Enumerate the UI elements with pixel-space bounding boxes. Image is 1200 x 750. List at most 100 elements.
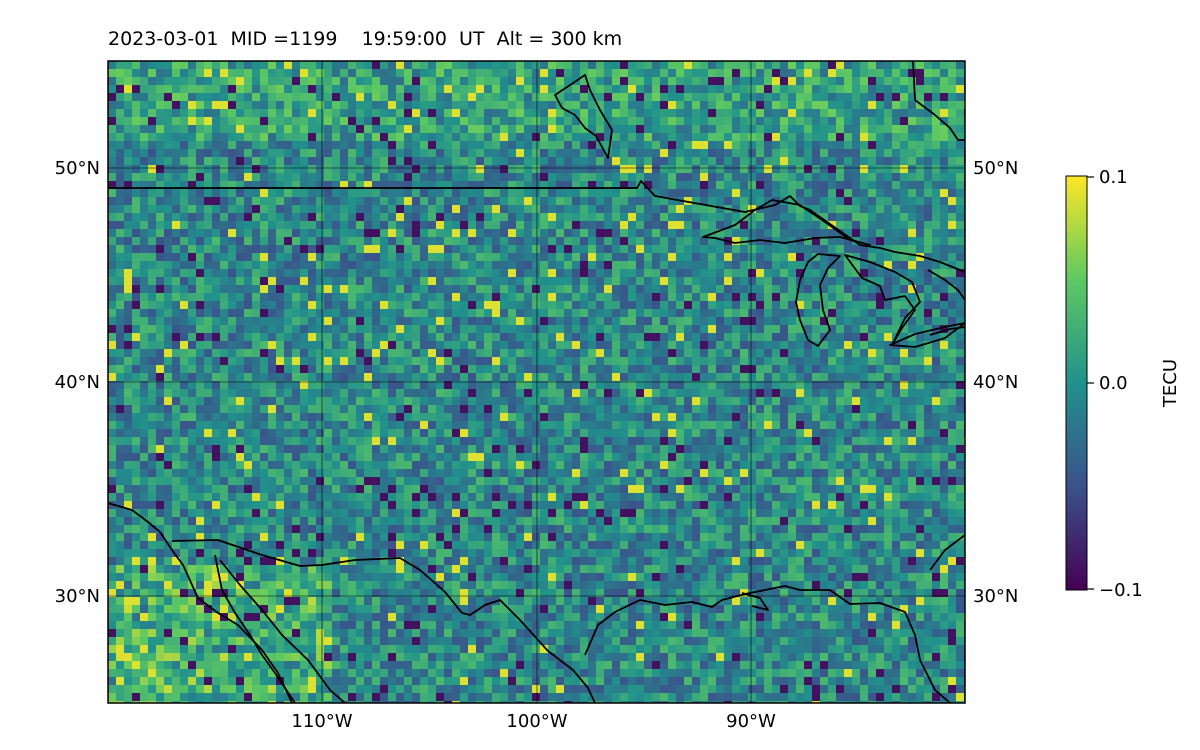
tec-cell — [732, 125, 741, 134]
tec-cell — [716, 333, 725, 342]
tec-cell — [156, 301, 165, 310]
tec-cell — [628, 405, 637, 414]
tec-cell — [884, 397, 893, 406]
tec-cell — [948, 109, 957, 118]
tec-cell — [268, 181, 277, 190]
tec-cell — [364, 125, 373, 134]
tec-cell — [476, 237, 485, 246]
tec-cell — [404, 125, 413, 134]
tec-cell — [428, 93, 437, 102]
tec-cell — [172, 397, 181, 406]
tec-cell — [708, 125, 717, 134]
tec-cell — [668, 181, 677, 190]
tec-cell — [636, 189, 645, 198]
tec-cell — [636, 77, 645, 86]
tec-cell — [108, 341, 117, 350]
tec-cell — [708, 221, 717, 230]
tec-cell — [636, 197, 645, 206]
tec-cell — [316, 173, 325, 182]
tec-cell — [932, 149, 941, 158]
tec-cell — [284, 125, 293, 134]
tec-cell — [572, 373, 581, 382]
tec-cell — [812, 413, 821, 422]
tec-cell — [732, 245, 741, 254]
tec-cell — [932, 349, 941, 358]
tec-cell — [220, 61, 229, 70]
tec-cell — [724, 61, 733, 70]
tec-cell — [924, 141, 933, 150]
tec-cell — [300, 325, 309, 334]
tec-cell — [188, 349, 197, 358]
tec-cell — [620, 261, 629, 270]
tec-cell — [300, 77, 309, 86]
tec-cell — [692, 189, 701, 198]
tec-cell — [756, 389, 765, 398]
tec-cell — [468, 285, 477, 294]
tec-cell — [844, 61, 853, 70]
tec-cell — [932, 85, 941, 94]
tec-cell — [500, 269, 509, 278]
tec-cell — [756, 261, 765, 270]
tec-cell — [372, 317, 381, 326]
tec-cell — [692, 349, 701, 358]
tec-cell — [580, 253, 589, 262]
tec-cell — [356, 245, 365, 254]
tec-cell — [204, 397, 213, 406]
tec-cell — [652, 421, 661, 430]
tec-cell — [724, 277, 733, 286]
tec-cell — [796, 421, 805, 430]
tec-cell — [572, 109, 581, 118]
tec-cell — [908, 149, 917, 158]
tec-cell — [724, 213, 733, 222]
tec-cell — [572, 189, 581, 198]
tec-cell — [684, 61, 693, 70]
tec-cell — [764, 165, 773, 174]
tec-cell — [548, 189, 557, 198]
tec-cell — [372, 285, 381, 294]
tec-cell — [316, 365, 325, 374]
tec-cell — [468, 357, 477, 366]
tec-cell — [252, 253, 261, 262]
tec-cell — [716, 309, 725, 318]
tec-cell — [548, 125, 557, 134]
tec-cell — [188, 333, 197, 342]
tec-cell — [164, 157, 173, 166]
tec-cell — [556, 93, 565, 102]
tec-cell — [388, 413, 397, 422]
tec-cell — [756, 109, 765, 118]
tec-cell — [604, 413, 613, 422]
tec-cell — [412, 117, 421, 126]
tec-cell — [108, 197, 117, 206]
tec-cell — [484, 421, 493, 430]
tec-cell — [156, 141, 165, 150]
tec-cell — [220, 117, 229, 126]
tec-cell — [292, 253, 301, 262]
tec-cell — [644, 117, 653, 126]
tec-cell — [788, 213, 797, 222]
tec-cell — [748, 173, 757, 182]
tec-cell — [612, 357, 621, 366]
tec-cell — [668, 317, 677, 326]
tec-cell — [124, 429, 133, 438]
tec-cell — [476, 293, 485, 302]
tec-cell — [108, 181, 117, 190]
tec-cell — [828, 357, 837, 366]
tec-cell — [692, 357, 701, 366]
tec-cell — [844, 141, 853, 150]
tec-cell — [860, 349, 869, 358]
tec-cell — [748, 293, 757, 302]
tec-cell — [652, 165, 661, 174]
tec-cell — [452, 125, 461, 134]
tec-cell — [868, 117, 877, 126]
tec-cell — [164, 421, 173, 430]
tec-cell — [156, 373, 165, 382]
tec-cell — [516, 181, 525, 190]
tec-cell — [556, 365, 565, 374]
tec-cell — [332, 357, 341, 366]
tec-cell — [708, 101, 717, 110]
tec-cell — [692, 197, 701, 206]
tec-cell — [140, 229, 149, 238]
tec-cell — [308, 237, 317, 246]
tec-cell — [652, 133, 661, 142]
tec-cell — [284, 101, 293, 110]
